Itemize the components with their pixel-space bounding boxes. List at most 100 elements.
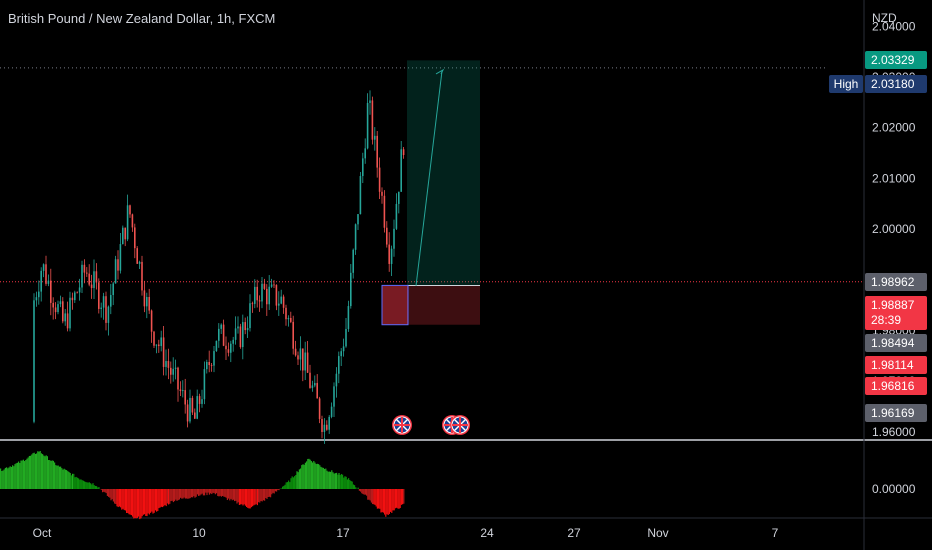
indicator-bar bbox=[176, 489, 178, 501]
indicator-bar bbox=[348, 478, 350, 489]
indicator-bar bbox=[292, 477, 294, 489]
x-tick-label: 27 bbox=[567, 526, 581, 540]
indicator-bar bbox=[163, 489, 165, 507]
indicator-bar bbox=[90, 483, 92, 489]
candle-body bbox=[162, 337, 165, 367]
indicator-bar bbox=[402, 489, 404, 505]
indicator-bar bbox=[72, 473, 74, 489]
candle-body bbox=[119, 244, 122, 271]
indicator-bar bbox=[151, 489, 153, 512]
candle-body bbox=[304, 352, 306, 371]
candle-body bbox=[299, 348, 302, 360]
indicator-bar bbox=[314, 462, 316, 489]
indicator-bar bbox=[159, 489, 161, 508]
indicator-bar bbox=[355, 487, 357, 489]
indicator-bar bbox=[1, 471, 3, 489]
candle-body bbox=[275, 284, 278, 306]
indicator-bar bbox=[393, 489, 395, 511]
indicator-bar bbox=[304, 462, 306, 489]
candle-body bbox=[230, 343, 232, 353]
projection-arrowhead bbox=[435, 68, 445, 75]
candle-body bbox=[52, 302, 54, 308]
indicator-bar bbox=[68, 471, 70, 489]
indicator-bar bbox=[132, 489, 134, 517]
indicator-bar bbox=[55, 465, 57, 489]
indicator-bar bbox=[284, 484, 286, 489]
price-tag: 1.98114 bbox=[865, 356, 927, 374]
indicator-bar bbox=[128, 489, 130, 515]
indicator-bar bbox=[202, 489, 204, 496]
indicator-bar bbox=[144, 489, 146, 515]
high-label: High bbox=[829, 75, 863, 93]
candle-body bbox=[182, 390, 184, 392]
indicator-bar bbox=[237, 489, 239, 503]
indicator-bar bbox=[205, 489, 207, 493]
candle-body bbox=[227, 349, 230, 353]
indicator-bar bbox=[295, 475, 297, 489]
candle-body bbox=[249, 303, 251, 329]
x-tick-label: 10 bbox=[192, 526, 206, 540]
price-tag: 1.96816 bbox=[865, 377, 927, 395]
indicator-bar bbox=[6, 467, 8, 489]
indicator-bar bbox=[51, 460, 53, 489]
candle-body bbox=[316, 383, 318, 399]
indicator-bar bbox=[285, 482, 287, 489]
candle-body bbox=[345, 328, 347, 347]
x-tick-label: Nov bbox=[647, 526, 668, 540]
indicator-bar bbox=[50, 460, 52, 489]
indicator-bar bbox=[258, 489, 260, 503]
candle-body bbox=[105, 296, 107, 323]
candle-body bbox=[146, 296, 148, 307]
indicator-bar bbox=[385, 489, 387, 517]
indicator-bar bbox=[20, 460, 22, 489]
indicator-bar bbox=[211, 489, 213, 495]
price-tag: 2.03329 bbox=[865, 51, 927, 69]
candle-body bbox=[86, 272, 88, 274]
indicator-bar bbox=[372, 489, 374, 505]
indicator-bar bbox=[241, 489, 243, 505]
candle-body bbox=[352, 249, 354, 273]
candle-body bbox=[35, 297, 38, 301]
indicator-bar bbox=[303, 464, 305, 489]
indicator-bar bbox=[327, 471, 329, 489]
indicator-bar bbox=[369, 489, 371, 501]
position-target-zone bbox=[407, 60, 480, 286]
indicator-bar bbox=[388, 489, 390, 514]
indicator-bar bbox=[247, 489, 249, 508]
indicator-bar bbox=[60, 466, 62, 489]
candle-body bbox=[143, 290, 146, 307]
indicator-bar bbox=[381, 489, 383, 513]
indicator-bar bbox=[226, 489, 228, 501]
candle-body bbox=[254, 286, 256, 304]
indicator-bar bbox=[120, 489, 122, 508]
candle-body bbox=[100, 307, 102, 309]
candle-body bbox=[246, 328, 249, 331]
indicator-bar bbox=[235, 489, 237, 501]
indicator-bar bbox=[206, 489, 208, 496]
indicator-bar bbox=[362, 489, 364, 495]
indicator-bar bbox=[338, 472, 340, 489]
indicator-bar bbox=[114, 489, 116, 504]
indicator-bar bbox=[140, 489, 142, 519]
indicator-bar bbox=[373, 489, 375, 505]
candle-body bbox=[287, 317, 290, 320]
candle-body bbox=[386, 227, 388, 245]
y-tick-label: 2.01000 bbox=[872, 171, 916, 185]
indicator-bar bbox=[340, 473, 342, 489]
indicator-bar bbox=[332, 472, 334, 489]
indicator-bar bbox=[164, 489, 166, 506]
candle-body bbox=[273, 284, 275, 286]
indicator-bar bbox=[49, 460, 51, 489]
indicator-bar bbox=[88, 482, 90, 489]
indicator-bar bbox=[28, 455, 30, 489]
indicator-bar bbox=[171, 489, 173, 501]
highlight-box bbox=[381, 284, 409, 326]
indicator-bar bbox=[93, 485, 95, 489]
candle-body bbox=[335, 373, 338, 387]
indicator-bar bbox=[397, 489, 399, 509]
indicator-bar bbox=[158, 489, 160, 509]
indicator-bar bbox=[270, 489, 272, 498]
indicator-bar bbox=[265, 489, 267, 499]
candle-body bbox=[150, 310, 153, 332]
